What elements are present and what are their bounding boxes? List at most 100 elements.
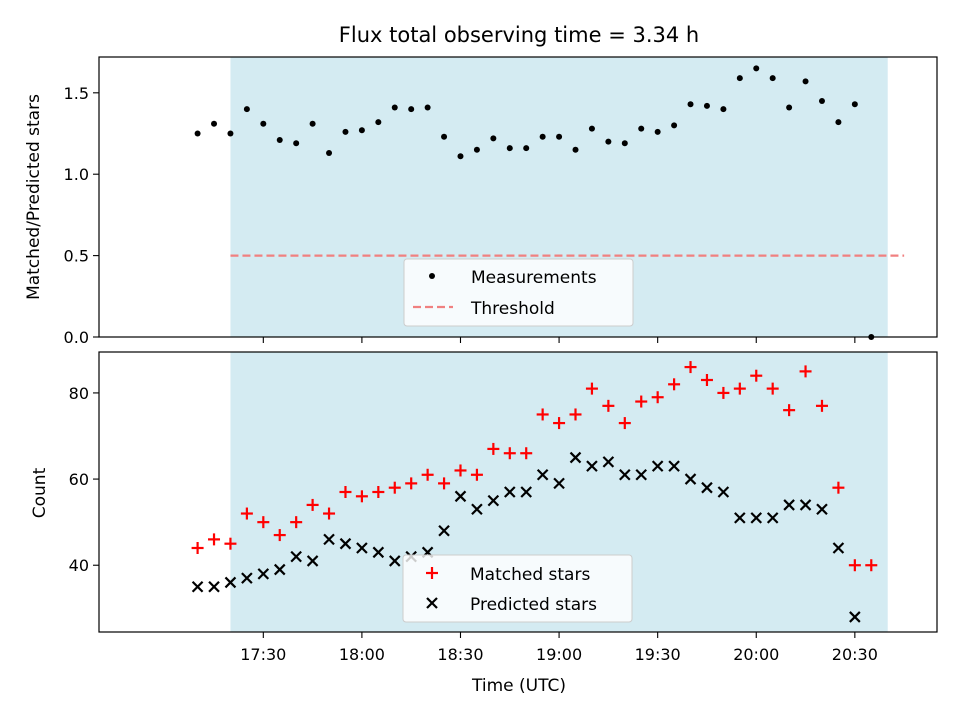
matched-star-point <box>240 507 253 520</box>
matched-star-point <box>717 386 730 399</box>
legend-matched-label: Matched stars <box>470 565 590 585</box>
x-tick-label: 19:30 <box>635 645 681 664</box>
predicted-star-point <box>734 512 746 524</box>
predicted-star-point <box>569 451 582 464</box>
ratio-y-tick-label: 1.0 <box>64 165 89 184</box>
measurement-point <box>769 75 776 82</box>
x-tick-label: 20:30 <box>832 645 878 664</box>
matched-star-point <box>306 498 319 511</box>
ratio-x-ticks <box>262 337 856 343</box>
legend-matched-marker <box>426 567 438 579</box>
predicted-star-point <box>783 499 795 511</box>
predicted-star-point <box>208 580 220 593</box>
count-marks <box>191 361 878 623</box>
matched-star-point <box>815 399 828 412</box>
matched-star-point <box>602 399 615 412</box>
legend-predicted-label: Predicted stars <box>470 595 597 615</box>
ratio-y-tick-label: 0.5 <box>64 247 89 266</box>
predicted-star-point <box>487 494 500 507</box>
matched-star-point <box>553 417 566 430</box>
count-y-ticks: 40 60 80 <box>69 384 99 575</box>
count-y-tick-label: 40 <box>69 556 89 575</box>
predicted-star-point <box>339 537 352 550</box>
count-y-axis-label: Count <box>30 467 50 518</box>
measurement-point <box>194 130 201 137</box>
matched-star-point <box>273 529 286 542</box>
predicted-star-point <box>191 580 204 593</box>
matched-star-point <box>438 477 451 490</box>
measurement-point <box>687 101 694 108</box>
x-axis-label: Time (UTC) <box>471 676 566 696</box>
x-tick-label: 20:00 <box>733 645 779 664</box>
measurement-point <box>424 104 431 111</box>
predicted-star-point <box>471 503 483 516</box>
measurement-point <box>391 104 398 111</box>
measurement-point <box>342 128 349 135</box>
matched-star-point <box>750 369 763 382</box>
matched-star-point <box>454 464 467 477</box>
predicted-star-point <box>717 486 730 498</box>
count-legend: Matched stars Predicted stars <box>402 554 633 623</box>
matched-star-point <box>323 507 336 520</box>
matched-star-point <box>848 559 861 572</box>
measurement-point <box>326 150 333 157</box>
matched-star-point <box>224 537 237 550</box>
measurement-point <box>457 153 464 160</box>
matched-star-point <box>372 486 385 498</box>
measurement-point <box>408 106 415 113</box>
measurement-point <box>703 102 710 109</box>
count-y-tick-label: 80 <box>69 384 89 403</box>
measurement-point <box>293 140 300 147</box>
ratio-legend-box <box>403 258 634 327</box>
matched-star-point <box>355 490 368 503</box>
predicted-star-point <box>241 572 253 584</box>
matched-star-point <box>799 365 812 378</box>
ratio-y-tick-label: 1.5 <box>64 84 89 103</box>
predicted-star-point <box>372 546 385 559</box>
predicted-star-point <box>799 499 812 511</box>
measurement-point <box>851 101 858 108</box>
predicted-star-point <box>356 542 368 554</box>
matched-star-point <box>684 361 697 374</box>
measurement-point <box>309 120 316 127</box>
x-tick-label: 18:00 <box>339 645 385 664</box>
matched-star-point <box>865 559 878 572</box>
x-tick-label: 18:30 <box>437 645 483 664</box>
measurement-point <box>276 137 283 144</box>
predicted-star-point <box>651 460 664 472</box>
predicted-star-point <box>832 542 845 554</box>
predicted-star-point <box>766 512 779 524</box>
measurement-point <box>671 122 678 129</box>
predicted-star-point <box>586 460 598 472</box>
matched-star-point <box>832 481 845 494</box>
matched-star-point <box>635 395 648 408</box>
x-tick-label: 17:30 <box>240 645 286 664</box>
x-tick-label: 19:00 <box>536 645 582 664</box>
matched-star-point <box>421 468 434 481</box>
count-y-tick-label: 60 <box>69 470 89 489</box>
measurement-point <box>605 138 612 145</box>
ratio-legend: Measurements Threshold <box>403 258 634 327</box>
measurement-point <box>358 127 365 134</box>
measurement-point <box>654 128 661 135</box>
predicted-star-point <box>388 555 401 567</box>
matched-star-point <box>503 447 516 460</box>
measurement-point <box>243 106 250 113</box>
predicted-star-point <box>602 456 615 468</box>
measurement-point <box>490 135 497 142</box>
matched-star-point <box>766 382 779 395</box>
measurement-point <box>523 145 530 152</box>
matched-star-point <box>470 468 483 481</box>
matched-star-point <box>339 486 352 498</box>
measurement-point <box>621 140 628 147</box>
matched-star-point <box>700 374 713 386</box>
matched-star-point <box>585 382 598 395</box>
predicted-star-point <box>750 512 763 524</box>
matched-star-point <box>618 417 631 430</box>
ratio-panel: 0.0 0.5 1.0 1.5 Flux total observing time =… <box>24 23 938 347</box>
matched-star-point <box>668 378 681 391</box>
measurement-point <box>835 119 842 126</box>
measurement-point <box>572 146 579 153</box>
ratio-y-axis-label: Matched/Predicted stars <box>24 94 44 300</box>
